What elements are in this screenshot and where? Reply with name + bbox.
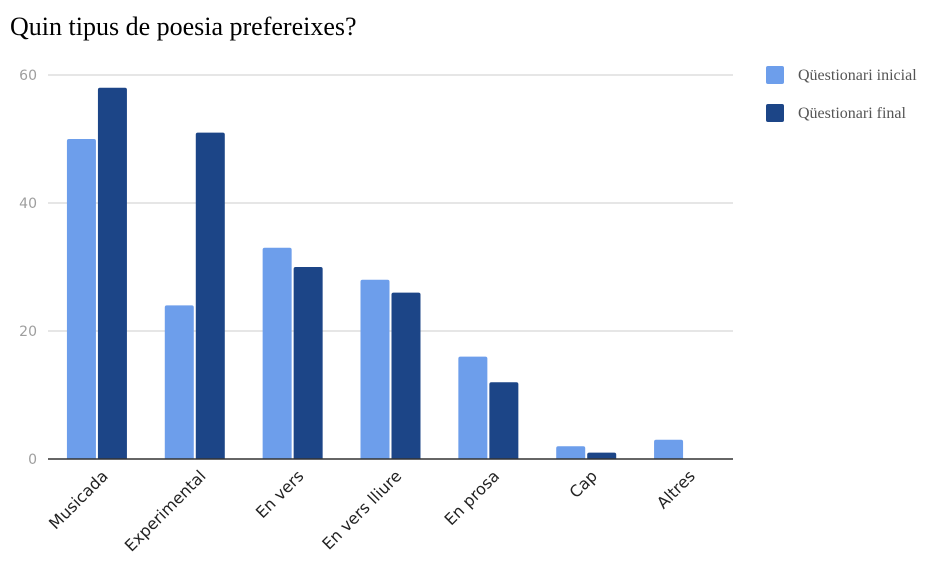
bar — [195, 132, 225, 459]
x-tick-label: En vers lliure — [318, 466, 405, 553]
bar — [97, 87, 127, 460]
bar — [489, 382, 519, 459]
x-tick-label: Experimental — [121, 466, 210, 555]
bar — [360, 279, 390, 459]
x-tick-label: Cap — [566, 466, 601, 501]
y-tick-label: 60 — [19, 68, 37, 84]
x-tick-label: En prosa — [440, 466, 503, 529]
bar — [391, 292, 421, 459]
legend-swatch — [766, 66, 784, 84]
x-tick-label: En vers — [252, 466, 308, 522]
y-tick-label: 20 — [19, 324, 37, 340]
legend-label: Qüestionari inicial — [798, 67, 917, 84]
x-tick-label: Musicada — [45, 466, 112, 533]
bar — [66, 139, 96, 459]
bar — [458, 356, 488, 459]
legend-swatch — [766, 104, 784, 122]
bar — [556, 446, 586, 459]
bar — [164, 305, 194, 459]
bar — [587, 452, 617, 459]
bar — [293, 267, 323, 459]
y-tick-label: 0 — [28, 452, 37, 468]
bar — [654, 439, 684, 459]
y-tick-label: 40 — [19, 196, 37, 212]
x-tick-label: Altres — [653, 466, 699, 512]
legend-label: Qüestionari final — [798, 105, 907, 122]
chart-title: Quin tipus de poesia prefereixes? — [10, 12, 357, 41]
bar — [262, 247, 292, 459]
